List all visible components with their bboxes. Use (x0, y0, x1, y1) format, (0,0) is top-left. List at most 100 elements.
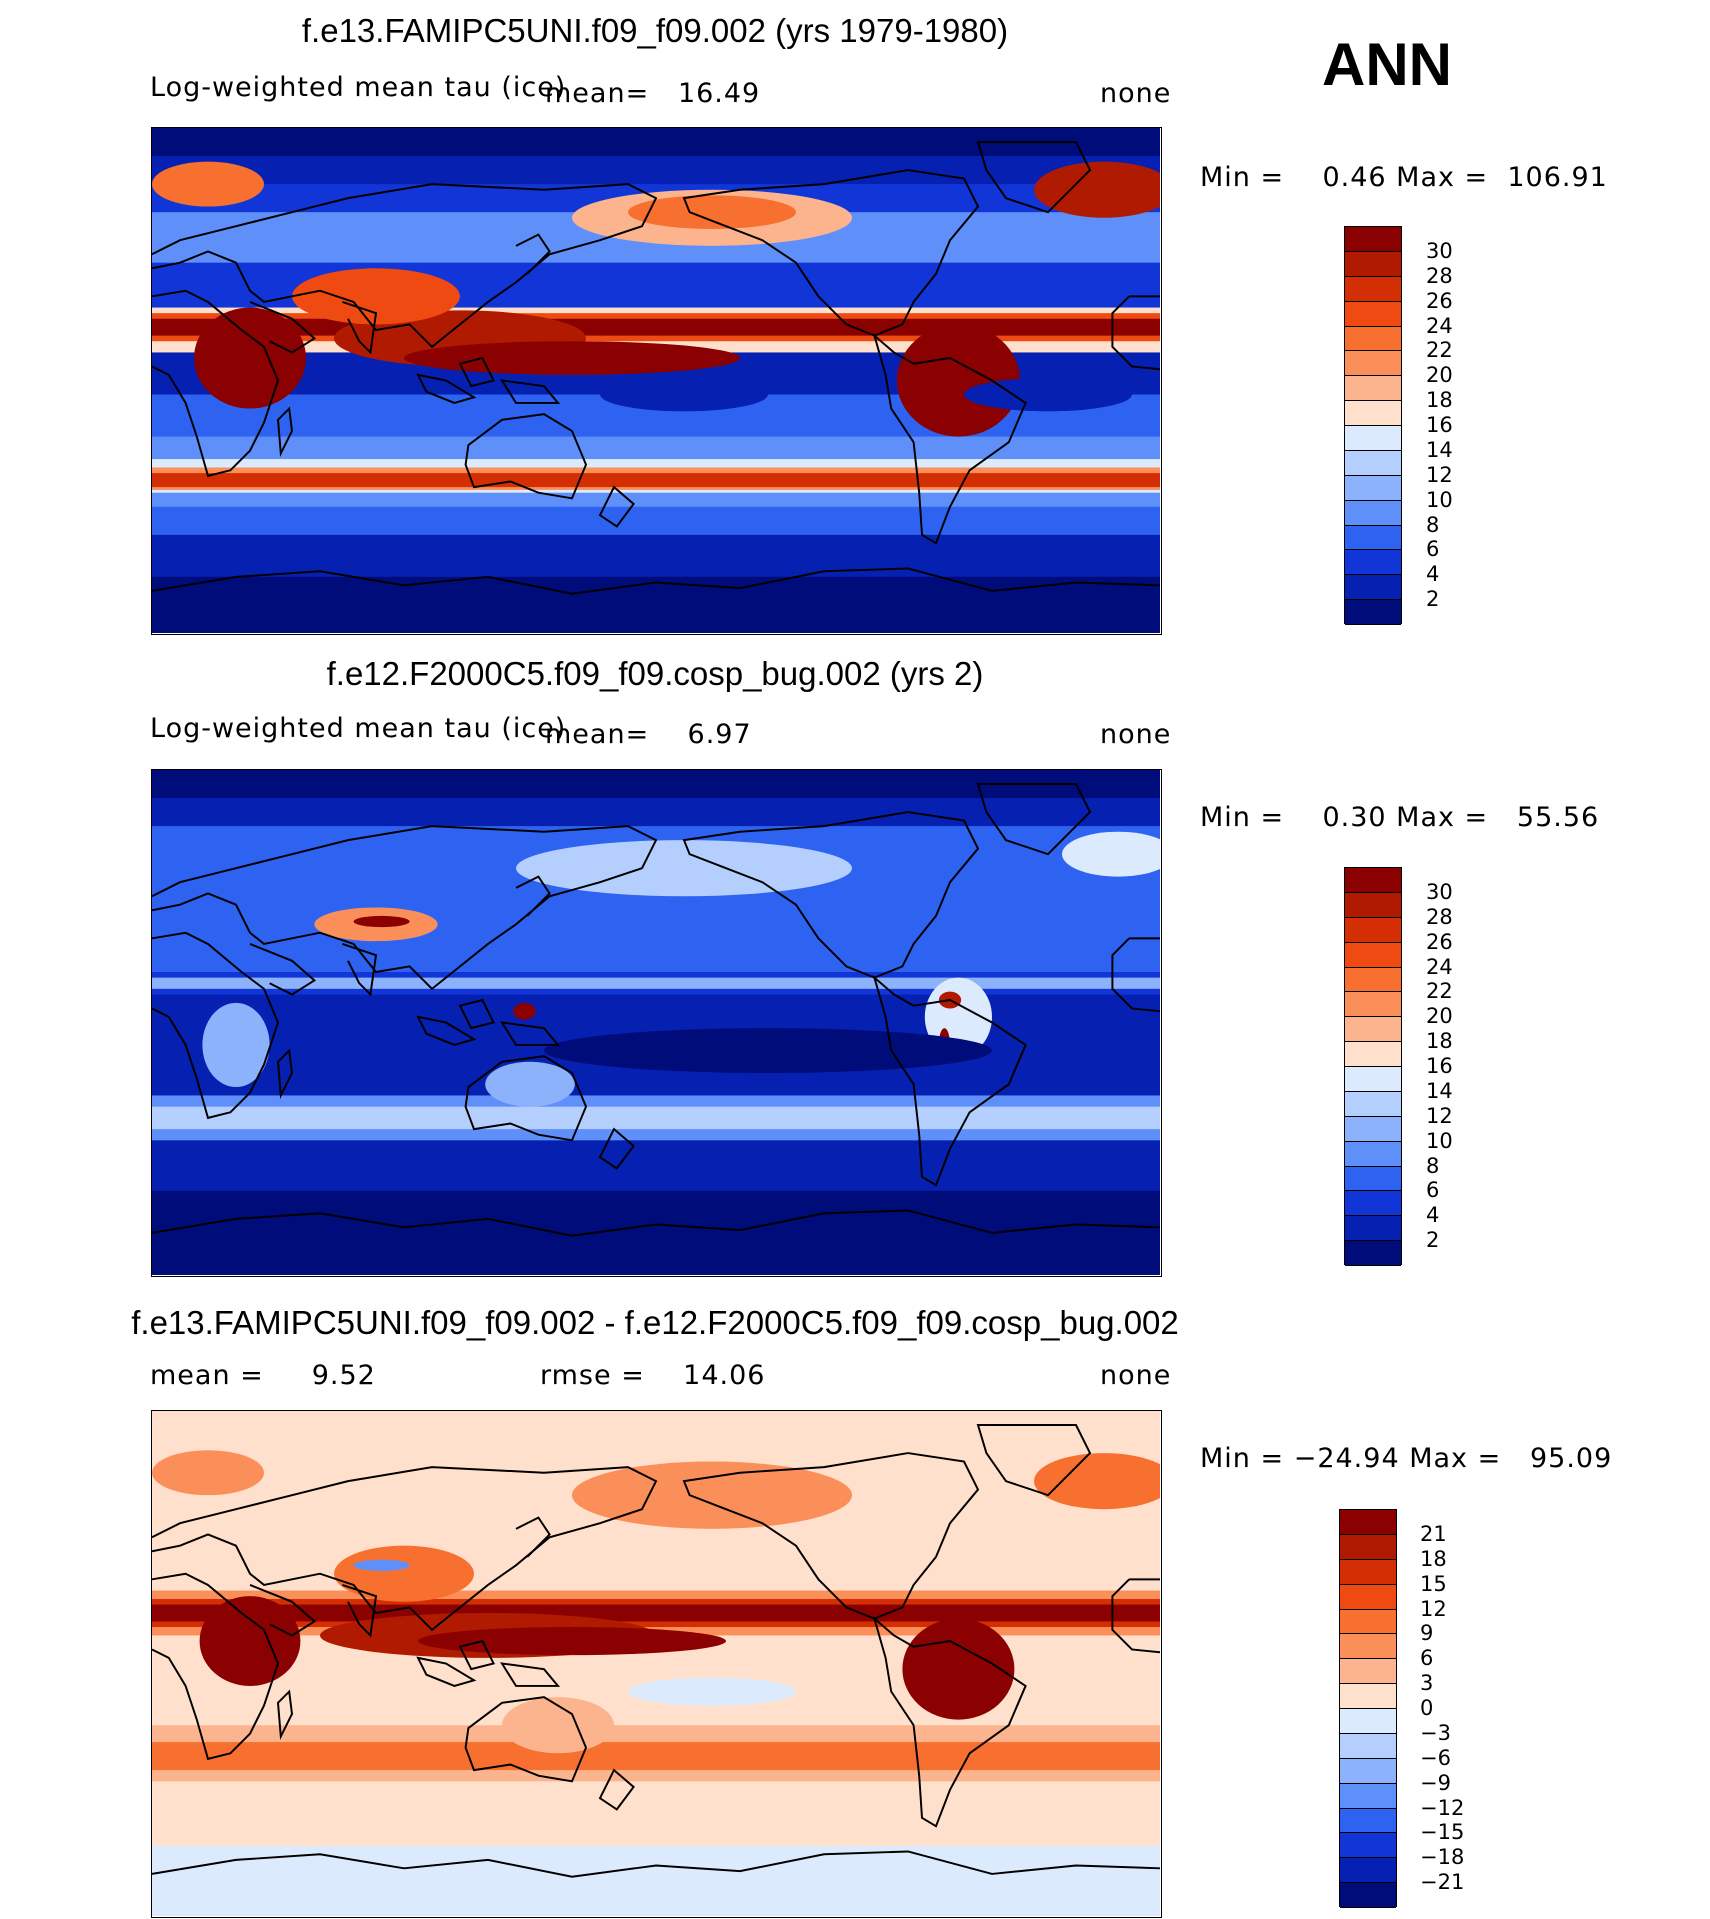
field-region (1062, 831, 1160, 877)
field-region (544, 1028, 992, 1073)
colorbar-bin (1345, 1166, 1401, 1192)
colorbar-tick-label: 6 (1420, 1646, 1434, 1671)
colorbar-bin (1340, 1858, 1396, 1884)
colorbar-tick-label: 21 (1420, 1521, 1447, 1546)
colorbar-bin (1345, 500, 1401, 526)
colorbar-bin (1340, 1808, 1396, 1834)
colorbar-tick-label: 8 (1426, 512, 1440, 537)
panel-2-units-label: none (1100, 719, 1172, 750)
field-region (202, 1002, 270, 1088)
panel-3-units-label: none (1100, 1360, 1172, 1391)
colorbar-bin (1345, 376, 1401, 402)
colorbar-bin (1345, 525, 1401, 551)
colorbar-bin (1345, 600, 1401, 625)
colorbar-bin (1345, 868, 1401, 893)
field-band (152, 977, 1160, 989)
colorbar-tick-label: 4 (1426, 562, 1440, 587)
colorbar-tick-label: 26 (1426, 288, 1453, 313)
colorbar-tick-label: 4 (1426, 1203, 1440, 1228)
colorbar-bin (1345, 1091, 1401, 1117)
colorbar-bin (1345, 942, 1401, 968)
colorbar-tick-label: 9 (1420, 1621, 1434, 1646)
colorbar-tick-label: 24 (1426, 313, 1453, 338)
colorbar-tick-label: 28 (1426, 263, 1453, 288)
panel-3-rmse-label: rmse = 14.06 (540, 1360, 766, 1391)
colorbar-tick-label: 14 (1426, 437, 1453, 462)
coastline (152, 1424, 1160, 1878)
field-region (896, 324, 1020, 437)
colorbar-tick-label: 12 (1426, 1103, 1453, 1128)
field-region (199, 1596, 301, 1686)
colorbar-tick-label: −21 (1420, 1870, 1465, 1895)
field-region (502, 1697, 614, 1754)
colorbar-bin (1340, 1510, 1396, 1535)
field-region (334, 1545, 474, 1602)
colorbar-tick-label: 15 (1420, 1571, 1447, 1596)
panel-2-variable-label: Log-weighted mean tau (ice) (150, 713, 567, 744)
field-region (572, 1461, 852, 1529)
panel-3-colorbar (1339, 1509, 1397, 1908)
colorbar-tick-label: 16 (1426, 1054, 1453, 1078)
season-label: ANN (1322, 31, 1452, 98)
colorbar-bin (1345, 1241, 1401, 1266)
colorbar-bin (1345, 1191, 1401, 1217)
colorbar-bin (1340, 1733, 1396, 1759)
field-band (152, 473, 1160, 488)
field-band (152, 1604, 1160, 1622)
colorbar-tick-label: 22 (1426, 338, 1453, 363)
colorbar-bin (1345, 1116, 1401, 1142)
colorbar-tick-label: 2 (1426, 587, 1440, 612)
colorbar-tick-label: 12 (1426, 462, 1453, 487)
colorbar-tick-label: −3 (1420, 1720, 1451, 1745)
colorbar-bin (1340, 1634, 1396, 1660)
colorbar-bin (1345, 550, 1401, 576)
field-region (964, 377, 1132, 412)
panel-3-minmax: Min = −24.94 Max = 95.09 (1200, 1443, 1613, 1474)
colorbar-bin (1345, 992, 1401, 1018)
colorbar-bin (1345, 575, 1401, 601)
field-region (628, 195, 796, 229)
field-region (1034, 161, 1160, 218)
panel-2-title: f.e12.F2000C5.f09_f09.cosp_bug.002 (yrs … (326, 655, 984, 692)
colorbar-bin (1345, 1141, 1401, 1167)
colorbar-bin (1345, 227, 1401, 252)
colorbar-tick-label: 6 (1426, 537, 1440, 562)
colorbar-tick-label: 30 (1426, 879, 1453, 904)
colorbar-bin (1345, 351, 1401, 377)
colorbar-tick-label: 30 (1426, 238, 1453, 263)
panel-1-mean-label: mean= 16.49 (545, 78, 761, 109)
colorbar-bin (1345, 1042, 1401, 1067)
colorbar-tick-label: 12 (1420, 1596, 1447, 1621)
colorbar-tick-label: 20 (1426, 363, 1453, 388)
colorbar-bin (1340, 1883, 1396, 1908)
panel-2-map (151, 769, 1162, 1277)
colorbar-bin (1345, 276, 1401, 302)
colorbar-tick-label: 0 (1420, 1696, 1434, 1720)
panel-1-colorbar (1344, 226, 1402, 625)
colorbar-tick-label: −12 (1420, 1795, 1465, 1820)
panel-2-mean-label: mean= 6.97 (545, 719, 752, 750)
colorbar-tick-label: 10 (1426, 487, 1453, 512)
colorbar-tick-label: 8 (1426, 1153, 1440, 1178)
colorbar-tick-label: −9 (1420, 1770, 1451, 1795)
colorbar-tick-label: 24 (1426, 954, 1453, 979)
colorbar-bin (1345, 917, 1401, 943)
field-region (902, 1618, 1015, 1720)
colorbar-bin (1340, 1559, 1396, 1585)
colorbar-bin (1340, 1783, 1396, 1809)
colorbar-bin (1345, 1216, 1401, 1242)
panel-2-colorbar (1344, 867, 1402, 1266)
field-region (152, 161, 264, 207)
colorbar-tick-label: 28 (1426, 904, 1453, 929)
colorbar-tick-label: 20 (1426, 1004, 1453, 1029)
field-region (1034, 1453, 1160, 1510)
colorbar-bin (1345, 967, 1401, 993)
panel-3-title: f.e13.FAMIPC5UNI.f09_f09.002 - f.e12.F20… (131, 1304, 1179, 1341)
colorbar-bin (1345, 892, 1401, 918)
colorbar-bin (1340, 1534, 1396, 1560)
field-region (353, 915, 410, 928)
colorbar-bin (1345, 1067, 1401, 1092)
colorbar-tick-label: 18 (1426, 388, 1453, 413)
field-region (513, 1002, 536, 1020)
colorbar-bin (1345, 251, 1401, 277)
